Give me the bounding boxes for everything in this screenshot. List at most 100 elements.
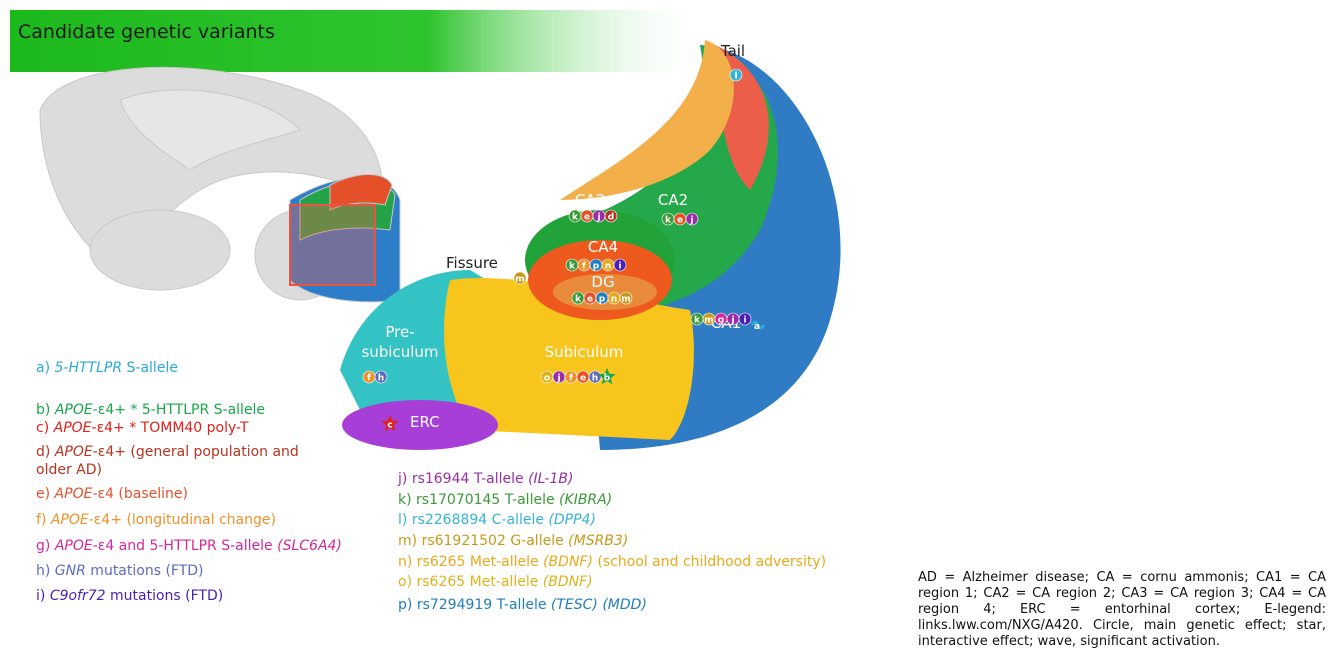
- legend-item: d) APOE-ε4+ (general population and olde…: [36, 443, 336, 479]
- legend-item: n) rs6265 Met-allele (BDNF) (school and …: [398, 553, 826, 571]
- marker-letter: a: [754, 322, 760, 332]
- legend-text: rs61921502 G-allele: [422, 533, 569, 549]
- marker-letter: j: [596, 213, 600, 223]
- region-label: Fissure: [446, 254, 498, 272]
- legend-key: l: [398, 512, 402, 528]
- marker-letter: n: [611, 295, 617, 305]
- marker-letter: f: [582, 262, 586, 272]
- region-label: CA2: [658, 191, 688, 209]
- legend-key: p: [398, 597, 407, 613]
- footnote: AD = Alzheimer disease; CA = cornu ammon…: [918, 570, 1326, 650]
- legend-text: rs17070145 T-allele: [416, 492, 559, 508]
- marker-letter: m: [621, 295, 630, 305]
- marker-letter: l: [734, 72, 737, 82]
- legend-text: (MSRB3): [568, 533, 628, 549]
- marker-letter: j: [730, 316, 734, 326]
- legend-text: APOE: [54, 420, 92, 436]
- legend-item: h) GNR mutations (FTD): [36, 562, 204, 580]
- legend-text: APOE: [55, 402, 93, 418]
- legend-key: o: [398, 574, 407, 590]
- legend-item: p) rs7294919 T-allele (TESC) (MDD): [398, 596, 647, 614]
- legend-text: -ε4 (baseline): [92, 486, 188, 502]
- legend-item: o) rs6265 Met-allele (BDNF): [398, 573, 593, 591]
- marker-letter: k: [575, 295, 582, 305]
- legend-text: -ε4+ * 5-HTTLPR S-allele: [93, 402, 265, 418]
- legend-text: S-allele: [122, 360, 178, 376]
- marker-letter: e: [587, 295, 593, 305]
- legend-key: f: [36, 512, 41, 528]
- marker-letter: e: [580, 374, 586, 384]
- legend-key: i: [36, 588, 40, 604]
- marker-letter: i: [618, 262, 621, 272]
- legend-item: g) APOE-ε4 and 5-HTTLPR S-allele (SLC6A4…: [36, 537, 342, 555]
- legend-key: m: [398, 533, 412, 549]
- marker-letter: j: [689, 216, 693, 226]
- marker-letter: f: [367, 374, 371, 384]
- marker-letter: p: [593, 262, 600, 272]
- legend-text: (DPP4): [548, 512, 596, 528]
- legend-text: APOE: [55, 444, 93, 460]
- region-label: DG: [591, 273, 614, 291]
- legend-text: rs6265 Met-allele: [417, 554, 543, 570]
- marker-letter: p: [599, 295, 606, 305]
- legend-item: e) APOE-ε4 (baseline): [36, 485, 188, 503]
- legend-key: n: [398, 554, 407, 570]
- legend-item: b) APOE-ε4+ * 5-HTTLPR S-allele: [36, 401, 265, 419]
- legend-key: d: [36, 444, 45, 460]
- legend-item: a) 5-HTTLPR S-allele: [36, 359, 178, 377]
- marker-letter: b: [604, 374, 611, 384]
- legend-item: m) rs61921502 G-allele (MSRB3): [398, 532, 628, 550]
- region-label: ERC: [410, 413, 440, 431]
- legend-text: rs6265 Met-allele: [417, 574, 543, 590]
- legend-text: -ε4 and 5-HTTLPR S-allele: [93, 538, 277, 554]
- legend-text: (TESC) (MDD): [551, 597, 647, 613]
- legend-text: C9ofr72: [50, 588, 106, 604]
- marker-letter: e: [677, 216, 683, 226]
- legend-text: mutations (FTD): [86, 563, 204, 579]
- marker-letter: i: [743, 316, 746, 326]
- legend-text: -ε4+ * TOMM40 poly-T: [92, 420, 249, 436]
- marker-letter: m: [515, 275, 524, 285]
- marker-letter: f: [569, 374, 573, 384]
- legend-item: i) C9ofr72 mutations (FTD): [36, 587, 223, 605]
- legend-key: b: [36, 402, 45, 418]
- region-label: Subiculum: [545, 343, 624, 361]
- legend-text: 5-HTTLPR: [55, 360, 123, 376]
- marker-letter: k: [694, 316, 701, 326]
- marker-letter: k: [572, 213, 579, 223]
- legend-text: (KIBRA): [559, 492, 612, 508]
- marker-letter: k: [569, 262, 576, 272]
- region-label: CA4: [588, 238, 618, 256]
- legend-key: e: [36, 486, 45, 502]
- legend-key: g: [36, 538, 45, 554]
- legend-text: (IL-1B): [528, 471, 573, 487]
- marker-letter: c: [387, 421, 392, 431]
- legend-key: k: [398, 492, 406, 508]
- header-title: Candidate genetic variants: [18, 21, 275, 43]
- legend-item: k) rs17070145 T-allele (KIBRA): [398, 491, 612, 509]
- legend-text: rs2268894 C-allele: [412, 512, 549, 528]
- legend-key: j: [398, 471, 402, 487]
- marker-letter: h: [592, 374, 598, 384]
- legend-text: rs16944 T-allele: [412, 471, 528, 487]
- legend-text: APOE: [55, 538, 93, 554]
- legend-text: (BDNF): [543, 554, 593, 570]
- legend-text: APOE: [55, 486, 93, 502]
- marker-letter: m: [704, 316, 713, 326]
- legend-key: h: [36, 563, 45, 579]
- legend-item: c) APOE-ε4+ * TOMM40 poly-T: [36, 419, 248, 437]
- legend-text: APOE: [51, 512, 89, 528]
- legend-item: l) rs2268894 C-allele (DPP4): [398, 511, 596, 529]
- marker-letter: k: [665, 216, 672, 226]
- legend-item: j) rs16944 T-allele (IL-1B): [398, 470, 573, 488]
- legend-key: c: [36, 420, 44, 436]
- marker-letter: h: [378, 374, 384, 384]
- legend-item: f) APOE-ε4+ (longitudinal change): [36, 511, 276, 529]
- legend-key: a: [36, 360, 45, 376]
- region-label: CA3: [575, 191, 605, 209]
- marker-letter: e: [584, 213, 590, 223]
- legend-text: -ε4+ (longitudinal change): [89, 512, 276, 528]
- legend-text: (BDNF): [543, 574, 593, 590]
- legend-text: (school and childhood adversity): [593, 554, 826, 570]
